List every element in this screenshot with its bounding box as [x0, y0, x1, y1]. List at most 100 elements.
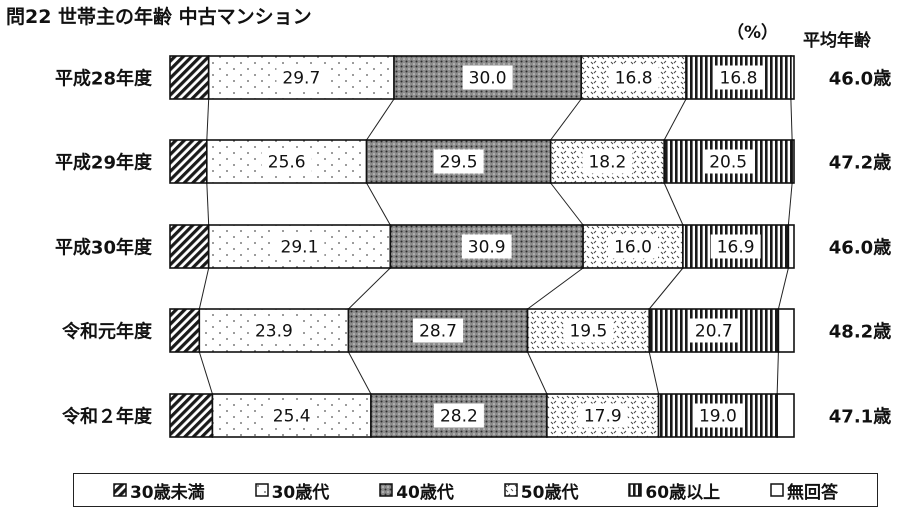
connector-line: [366, 98, 395, 141]
data-label: 23.9: [255, 322, 293, 342]
data-label: 16.8: [720, 69, 758, 89]
unit-label: （%）: [727, 23, 779, 43]
category-label: 平成28年度: [55, 68, 153, 90]
data-label-bg: [413, 318, 464, 343]
connector-line: [663, 98, 687, 141]
data-label: 19.5: [569, 322, 607, 342]
connector-lines: [198, 98, 793, 395]
data-label-bg: [563, 318, 614, 343]
data-label-bg: [433, 403, 484, 428]
legend-item: 60歳以上: [628, 478, 720, 503]
bar-segment: [169, 308, 201, 353]
data-label-bg: [577, 403, 628, 428]
data-label: 30.0: [469, 69, 507, 89]
connector-line: [790, 98, 793, 141]
legend-swatch: [254, 483, 269, 497]
connector-line: [550, 182, 584, 226]
category-label: 平成30年度: [55, 237, 153, 259]
data-label: 29.1: [281, 238, 319, 258]
connector-line: [648, 267, 684, 310]
data-label: 20.7: [695, 322, 733, 342]
data-label-bg: [462, 65, 513, 90]
legend-label: 無回答: [787, 482, 839, 503]
average-age-value: 47.1歳: [829, 407, 891, 428]
bar-segment: [169, 55, 210, 100]
data-label-bg: [276, 65, 327, 90]
category-label: 令和２年度: [61, 406, 153, 428]
legend-label: 30歳未満: [129, 482, 205, 503]
average-age-value: 47.2歳: [829, 153, 891, 174]
legend-swatch: [770, 483, 784, 497]
legend-item: 40歳代: [379, 478, 454, 503]
legend-label: 40歳代: [396, 482, 454, 503]
data-label-bg: [692, 403, 743, 428]
data-label-bg: [710, 234, 761, 259]
chart-title: 問22 世帯主の年齢 中古マンション: [6, 6, 312, 28]
bar-segment: [776, 393, 795, 438]
connector-line: [527, 351, 548, 395]
connector-line: [776, 351, 779, 395]
data-label: 25.4: [273, 407, 311, 427]
connector-line: [348, 267, 391, 310]
data-label-bg: [261, 149, 312, 174]
data-label-bg: [248, 318, 299, 343]
data-label: 29.7: [282, 69, 320, 89]
bar-segment: [777, 308, 795, 353]
data-label: 16.0: [614, 238, 652, 258]
data-label: 30.9: [468, 238, 506, 258]
legend-label: 30歳代: [271, 482, 330, 503]
connector-line: [527, 267, 584, 310]
data-label: 28.7: [419, 322, 457, 342]
connector-line: [777, 267, 789, 310]
legend-label: 60歳以上: [645, 482, 721, 503]
bar-segment: [169, 139, 208, 184]
legend-item: 無回答: [770, 478, 838, 503]
average-age-value: 46.0歳: [829, 238, 891, 259]
data-label-bg: [266, 403, 317, 428]
connector-line: [206, 182, 210, 226]
connector-line: [206, 98, 210, 141]
data-label-bg: [433, 149, 484, 174]
legend-item: 50歳代: [504, 478, 579, 503]
data-label-bg: [608, 234, 659, 259]
connector-line: [648, 351, 660, 395]
bar-segment: [787, 224, 795, 269]
connector-line: [663, 182, 684, 226]
connector-line: [550, 98, 582, 141]
category-label: 平成29年度: [55, 152, 153, 174]
connector-line: [198, 351, 213, 395]
legend-label: 50歳代: [520, 482, 579, 503]
legend-swatch: [113, 483, 127, 497]
data-label: 18.2: [588, 153, 626, 173]
legend-item: 30歳未満: [113, 478, 205, 503]
connector-line: [198, 267, 210, 310]
data-label-bg: [703, 149, 754, 174]
average-age-header: 平均年齢: [803, 31, 871, 51]
connector-line: [348, 351, 372, 395]
legend: 30歳未満 30歳代 40歳代 50歳代 60歳以上 無回答: [73, 473, 878, 507]
data-label-bg: [274, 234, 325, 259]
data-label-bg: [461, 234, 512, 259]
data-label: 28.2: [440, 407, 478, 427]
data-label-bg: [582, 149, 633, 174]
data-label-bg: [713, 65, 764, 90]
bar-segment: [790, 55, 795, 100]
category-label: 令和元年度: [61, 321, 153, 343]
data-label: 20.5: [709, 153, 747, 173]
average-age-value: 48.2歳: [829, 322, 891, 343]
legend-swatch: [628, 483, 643, 497]
data-label: 29.5: [440, 153, 478, 173]
data-label-bg: [608, 65, 659, 90]
bar-segment: [169, 224, 210, 269]
legend-swatch: [504, 483, 518, 497]
bar-segment: [791, 139, 795, 184]
data-label-bg: [688, 318, 739, 343]
data-label: 19.0: [699, 407, 737, 427]
data-label: 16.9: [717, 238, 755, 258]
data-label: 17.9: [584, 407, 622, 427]
data-label: 25.6: [268, 153, 306, 173]
average-age-value: 46.0歳: [829, 69, 891, 90]
data-label: 16.8: [615, 69, 653, 89]
